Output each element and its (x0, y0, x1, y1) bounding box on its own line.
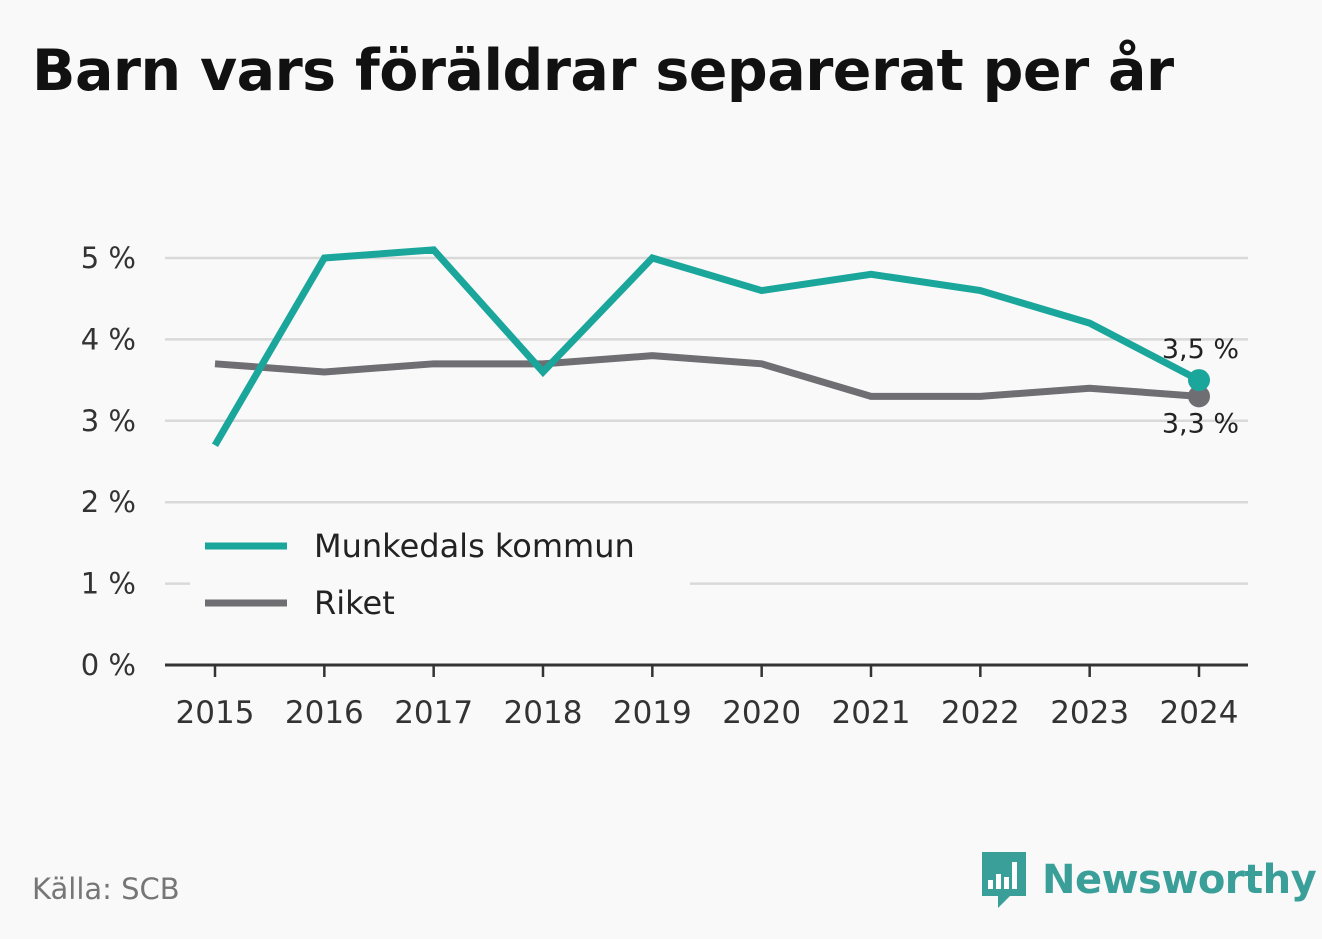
data-point (869, 394, 873, 398)
end-point-marker (1188, 385, 1210, 408)
series-line (211, 246, 1201, 447)
x-tick-label: 2015 (176, 695, 255, 731)
data-point (978, 289, 982, 293)
legend-background (190, 515, 690, 585)
brand-name: Newsworthy (1042, 857, 1317, 903)
x-axis: 2015 2016 2017 2018 2019 2020 2021 2022 2023 2024 (165, 663, 1248, 731)
x-tick-label: 2024 (1160, 695, 1239, 731)
x-tick-label: 2019 (613, 695, 692, 731)
end-value-label: 3,3 % (1162, 408, 1239, 439)
data-point (322, 256, 326, 260)
x-tick-label: 2022 (941, 695, 1020, 731)
y-tick-label: 0 % (81, 648, 136, 682)
data-point (541, 370, 545, 374)
y-tick-label: 4 % (81, 322, 136, 356)
source-note: Källa: SCB (32, 872, 180, 906)
data-point (650, 256, 654, 260)
x-tick-label: 2017 (394, 695, 473, 731)
x-tick-label: 2023 (1050, 695, 1129, 731)
newsworthy-logo-icon (982, 852, 1026, 908)
legend: Munkedals kommun Riket (190, 515, 690, 622)
data-point (1088, 321, 1092, 325)
data-point (432, 248, 436, 252)
data-point (432, 362, 436, 366)
data-point (978, 394, 982, 398)
y-axis: 0 % 1 % 2 % 3 % 4 % 5 % (81, 241, 136, 682)
data-point (213, 362, 217, 366)
x-tick-label: 2021 (832, 695, 911, 731)
chart-title: Barn vars föräldrar separerat per år (32, 38, 1174, 104)
x-tick-label: 2020 (722, 695, 801, 731)
data-point (1088, 386, 1092, 390)
y-tick-label: 3 % (81, 404, 136, 438)
x-tick-label: 2018 (504, 695, 583, 731)
end-point-marker (1188, 369, 1210, 392)
x-tick-label: 2016 (285, 695, 364, 731)
legend-label: Munkedals kommun (314, 527, 635, 565)
y-tick-label: 5 % (81, 241, 136, 275)
brand-logo[interactable]: Newsworthy (980, 850, 1317, 910)
y-tick-label: 1 % (81, 567, 136, 601)
legend-label: Riket (314, 584, 395, 622)
end-value-label: 3,5 % (1162, 334, 1239, 365)
end-labels: 3,5 % 3,3 % (1162, 334, 1239, 439)
y-tick-label: 2 % (81, 485, 136, 519)
series-lines (211, 246, 1210, 447)
data-point (869, 272, 873, 276)
data-point (760, 362, 764, 366)
data-point (213, 443, 217, 447)
line-chart: 0 %1 %2 %3 %4 %5 % 2015 2016 2017 2018 2019 2… (81, 241, 1248, 731)
data-point (650, 354, 654, 358)
series-line (214, 352, 1200, 400)
data-point (760, 289, 764, 293)
data-point (322, 370, 326, 374)
